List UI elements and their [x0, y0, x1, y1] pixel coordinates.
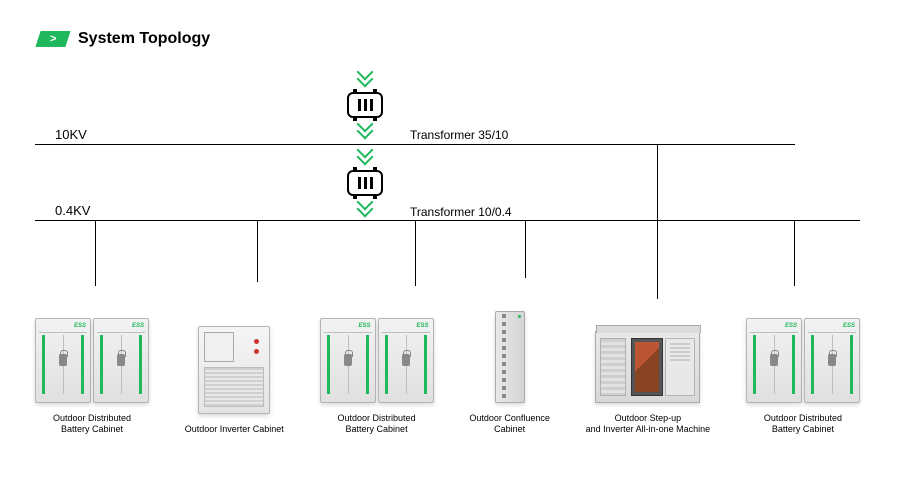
- cabinet-row: ESS ESS Outdoor Distributed Battery Cabi…: [35, 311, 860, 436]
- drop-line: [257, 220, 258, 282]
- cabinet-label: Outdoor Inverter Cabinet: [185, 424, 284, 436]
- badge-symbol: >: [50, 33, 56, 45]
- cabinet-label: Outdoor Distributed Battery Cabinet: [764, 413, 842, 436]
- arrow-down-icon: [355, 124, 375, 138]
- ess-pair-icon: ESS ESS: [35, 318, 149, 403]
- drop-line: [794, 220, 795, 286]
- title-badge-icon: >: [35, 31, 70, 47]
- cabinet-confluence: Outdoor Confluence Cabinet: [469, 311, 550, 436]
- transformer-label-1: Transformer 35/10: [410, 128, 508, 142]
- transformer-35-10-icon: [347, 92, 383, 118]
- arrow-down-icon: [355, 202, 375, 216]
- drop-line-from-10kv: [657, 144, 658, 299]
- voltage-label-04kv: 0.4KV: [55, 203, 90, 218]
- arrow-down-icon: [355, 72, 375, 86]
- bus-end: [794, 144, 795, 145]
- drop-line: [415, 220, 416, 286]
- cabinet-inverter: Outdoor Inverter Cabinet: [185, 326, 284, 436]
- transformer-10-04-icon: [347, 170, 383, 196]
- bus-10kv: [35, 144, 795, 145]
- ess-pair-icon: ESS ESS: [320, 318, 434, 403]
- cabinet-stepup-skid: Outdoor Step-up and Inverter All-in-one …: [586, 331, 711, 436]
- cabinet-label: Outdoor Distributed Battery Cabinet: [53, 413, 131, 436]
- inverter-cabinet-icon: [198, 326, 270, 414]
- cabinet-ess-3: ESS ESS Outdoor Distributed Battery Cabi…: [746, 318, 860, 436]
- cabinet-label: Outdoor Confluence Cabinet: [469, 413, 550, 436]
- drop-line: [525, 220, 526, 278]
- arrow-down-icon: [355, 150, 375, 164]
- title-bar: > System Topology: [38, 30, 210, 48]
- topology-diagram: 10KV 0.4KV Transformer 35/10 Transformer…: [35, 70, 860, 470]
- transformer-label-2: Transformer 10/0.4: [410, 205, 512, 219]
- confluence-cabinet-icon: [495, 311, 525, 403]
- bus-04kv: [35, 220, 860, 221]
- cabinet-label: Outdoor Distributed Battery Cabinet: [338, 413, 416, 436]
- cabinet-ess-2: ESS ESS Outdoor Distributed Battery Cabi…: [320, 318, 434, 436]
- drop-line: [95, 220, 96, 286]
- stepup-skid-icon: [595, 331, 700, 403]
- cabinet-label: Outdoor Step-up and Inverter All-in-one …: [586, 413, 711, 436]
- voltage-label-10kv: 10KV: [55, 127, 87, 142]
- ess-pair-icon: ESS ESS: [746, 318, 860, 403]
- page-title: System Topology: [78, 30, 210, 48]
- cabinet-ess-1: ESS ESS Outdoor Distributed Battery Cabi…: [35, 318, 149, 436]
